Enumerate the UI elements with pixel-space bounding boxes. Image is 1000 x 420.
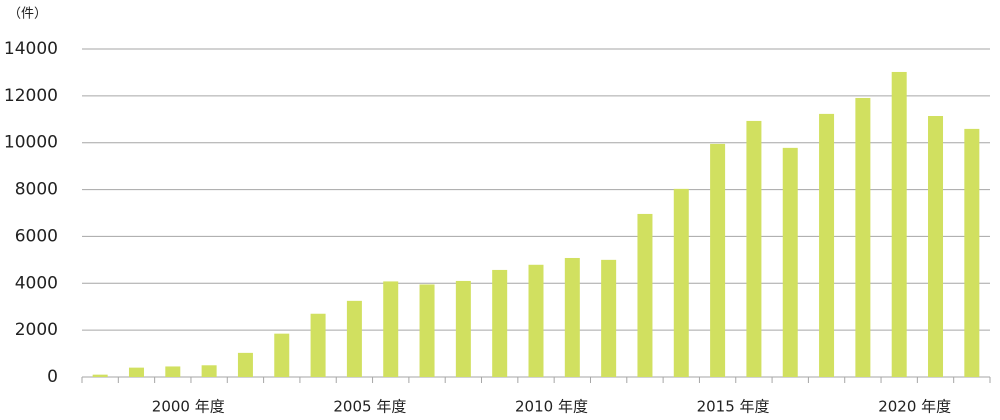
bar	[782, 147, 798, 377]
bar	[819, 113, 835, 377]
bar	[492, 269, 508, 377]
bar	[891, 71, 907, 378]
bar	[92, 374, 108, 377]
bar	[528, 264, 544, 377]
bar	[455, 280, 471, 377]
bar	[383, 281, 399, 377]
x-tick-label: 2010 年度	[515, 398, 588, 416]
bar	[601, 259, 617, 377]
bar	[637, 213, 653, 377]
bar	[128, 367, 144, 377]
bar	[419, 284, 435, 377]
bar	[855, 97, 871, 378]
bar	[673, 188, 689, 377]
bar	[928, 116, 944, 378]
y-tick-label: 14000	[4, 39, 58, 59]
y-tick-label: 10000	[4, 133, 58, 153]
bar	[165, 366, 181, 377]
y-tick-label: 0	[47, 367, 58, 387]
x-tick-label: 2005 年度	[333, 398, 406, 416]
x-tick-label: 2020 年度	[878, 398, 951, 416]
x-tick-label: 2000 年度	[152, 398, 225, 416]
y-tick-label: 12000	[4, 86, 58, 106]
bar	[564, 257, 580, 377]
bar	[346, 300, 362, 377]
y-tick-label: 2000	[15, 320, 58, 340]
x-tick-label: 2015 年度	[697, 398, 770, 416]
y-tick-label: 8000	[15, 180, 58, 200]
y-tick-label: 6000	[15, 226, 58, 246]
bar	[237, 352, 253, 377]
bar	[964, 128, 980, 377]
bar	[201, 365, 217, 377]
bar	[710, 143, 726, 377]
y-tick-label: 4000	[15, 273, 58, 293]
bar	[310, 313, 326, 377]
unit-label: （件）	[8, 7, 47, 22]
bar	[746, 120, 762, 377]
bar	[274, 333, 290, 377]
